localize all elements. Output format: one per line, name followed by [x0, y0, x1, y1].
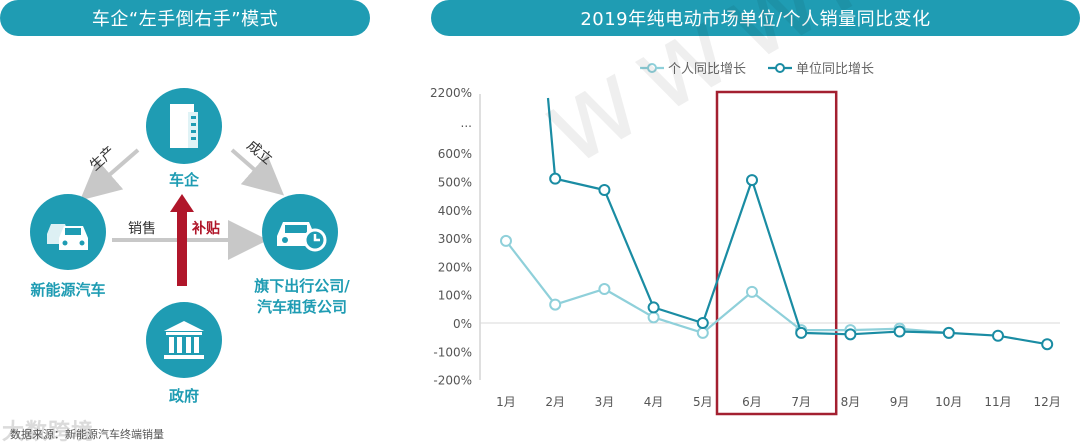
data-point-1: [696, 326, 709, 339]
y-tick-label: -200%: [433, 374, 472, 388]
subsidy-arrow-head: [170, 194, 194, 212]
government-label: 政府: [168, 387, 199, 405]
y-tick-label: 600%: [438, 147, 472, 161]
left-panel-title: 车企“左手倒右手”模式: [0, 0, 370, 36]
data-point-1: [647, 311, 660, 324]
x-tick-label: 3月: [595, 395, 615, 409]
data-point-2: [598, 183, 611, 196]
chart-title: 2019年纯电动市场单位/个人销量同比变化: [580, 9, 931, 30]
rental-company-label: 旗下出行公司/ 汽车租赁公司: [236, 276, 368, 318]
highlight-box: [715, 90, 838, 416]
data-point-2: [893, 325, 906, 338]
x-tick-label: 7月: [791, 395, 811, 409]
y-tick-label: 400%: [438, 204, 472, 218]
subsidy-arrow-shaft: [177, 210, 187, 286]
data-point-2: [696, 317, 709, 329]
y-tick-label: ...: [461, 116, 472, 130]
car-company-label: 车企: [168, 171, 199, 189]
x-tick-label: 4月: [644, 395, 664, 409]
data-point-1: [500, 234, 512, 247]
y-tick-label: 200%: [438, 260, 472, 274]
rental-company-label-line2: 汽车租赁公司: [256, 298, 347, 316]
series-line-2: [546, 97, 1048, 346]
line-chart: 2200%... 600% 500% 400% 300% 200% 100% 0% -100% -…: [430, 62, 1061, 416]
rental-company-node: [262, 194, 338, 270]
data-point-2: [1041, 338, 1054, 351]
y-tick-label: 300%: [438, 232, 472, 246]
y-tick-label: -100%: [433, 345, 472, 359]
y-tick-label: 100%: [438, 289, 472, 303]
y-tick-label: 500%: [438, 176, 472, 190]
x-tick-label: 5月: [693, 395, 713, 409]
x-tick-label: 8月: [841, 395, 861, 409]
car-clock-icon: [277, 222, 327, 252]
x-tick-label: 2月: [545, 395, 565, 409]
data-point-1: [746, 285, 758, 298]
subsidy-label: 补贴: [192, 221, 220, 237]
data-point-1: [598, 283, 611, 296]
data-point-2: [844, 328, 857, 341]
legend-label-2: 单位同比增长: [796, 62, 874, 77]
establish-arrow: [230, 148, 285, 196]
building-icon: [170, 104, 198, 148]
government-node: [146, 302, 222, 378]
data-point-2: [647, 301, 660, 314]
sales-label: 销售: [128, 221, 156, 237]
new-energy-vehicle-label: 新能源汽车: [30, 281, 106, 299]
car-company-node: [146, 88, 222, 164]
logo-watermark: 大数跨境: [2, 420, 95, 445]
x-tick-label: 11月: [984, 395, 1011, 409]
legend-marker-1: [647, 63, 657, 73]
data-point-1: [549, 298, 562, 311]
new-energy-vehicle-node: [30, 194, 106, 270]
legend-marker-2: [775, 63, 785, 73]
x-tick-label: 6月: [742, 395, 762, 409]
data-source-footnote: 数据来源：新能源汽车终端销量: [10, 428, 164, 441]
x-tick-label: 1月: [496, 395, 516, 409]
data-point-2: [942, 326, 955, 339]
x-tick-label: 12月: [1034, 395, 1061, 409]
cars-icon: [47, 224, 88, 250]
legend-label-1: 个人同比增长: [668, 62, 746, 77]
rental-company-label-line1: 旗下出行公司/: [254, 277, 350, 295]
data-point-2: [746, 174, 758, 187]
data-point-2: [992, 329, 1004, 342]
left-panel-title-text: 车企“左手倒右手”模式: [91, 9, 279, 30]
x-tick-label: 10月: [935, 395, 962, 409]
produce-arrow: [79, 148, 140, 201]
government-building-icon: [164, 321, 204, 359]
data-point-2: [549, 172, 562, 185]
y-tick-label: 0%: [453, 317, 472, 331]
series-line-1: [505, 240, 949, 335]
y-tick-label: 2200%: [430, 86, 472, 100]
data-point-2: [795, 326, 808, 339]
flow-diagram: [79, 148, 285, 286]
x-tick-label: 9月: [890, 395, 910, 409]
chart-title-banner: 2019年纯电动市场单位/个人销量同比变化: [431, 0, 1080, 36]
